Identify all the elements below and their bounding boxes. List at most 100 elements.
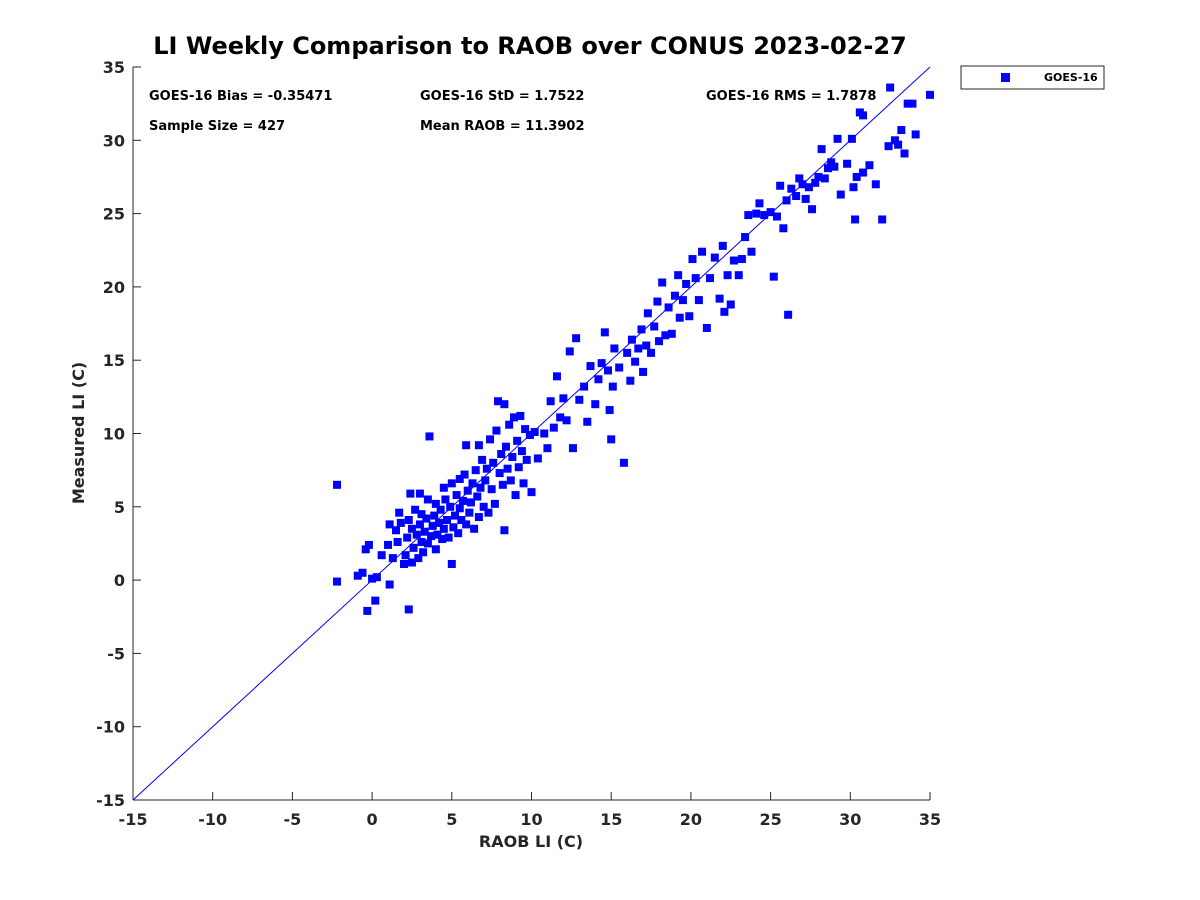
y-tick-label: 30 bbox=[103, 131, 125, 150]
data-point bbox=[439, 524, 448, 533]
data-point bbox=[423, 495, 432, 504]
data-point bbox=[395, 508, 404, 517]
data-point bbox=[804, 183, 813, 192]
data-point bbox=[438, 535, 447, 544]
data-point bbox=[878, 215, 887, 224]
data-point bbox=[605, 406, 614, 415]
data-point bbox=[655, 337, 664, 346]
data-point bbox=[514, 463, 523, 472]
data-point bbox=[371, 596, 380, 605]
data-point bbox=[795, 174, 804, 183]
data-point bbox=[811, 178, 820, 187]
data-point bbox=[610, 344, 619, 353]
data-point bbox=[820, 174, 829, 183]
data-point bbox=[823, 164, 832, 173]
y-tick-label: -10 bbox=[96, 718, 125, 737]
x-tick-label: 5 bbox=[446, 810, 457, 829]
data-point bbox=[926, 90, 934, 99]
chart-title: LI Weekly Comparison to RAOB over CONUS … bbox=[153, 32, 906, 60]
data-point bbox=[760, 211, 769, 220]
data-point bbox=[385, 520, 394, 529]
data-point bbox=[568, 444, 577, 453]
data-point bbox=[619, 458, 628, 467]
data-point bbox=[479, 502, 488, 511]
data-point bbox=[486, 435, 495, 444]
data-point bbox=[519, 479, 528, 488]
data-point bbox=[755, 199, 764, 208]
data-point bbox=[851, 215, 860, 224]
data-point bbox=[843, 159, 852, 168]
data-point bbox=[454, 529, 463, 538]
data-point bbox=[364, 540, 373, 549]
x-tick-label: -5 bbox=[284, 810, 302, 829]
x-axis-ticks: -15 -10 -5 0 5 10 15 20 25 30 35 bbox=[119, 792, 941, 829]
data-point bbox=[506, 476, 515, 485]
data-point bbox=[607, 435, 616, 444]
data-point bbox=[565, 347, 574, 356]
data-point bbox=[447, 559, 456, 568]
data-point bbox=[446, 502, 455, 511]
data-point bbox=[830, 162, 839, 171]
data-point bbox=[476, 483, 485, 492]
data-point bbox=[911, 130, 920, 139]
data-point bbox=[718, 241, 727, 250]
data-point bbox=[639, 367, 648, 376]
data-point bbox=[392, 526, 401, 535]
x-tick-label: 15 bbox=[600, 810, 622, 829]
data-point bbox=[516, 411, 525, 420]
y-tick-label: 0 bbox=[114, 571, 125, 590]
data-point bbox=[543, 444, 552, 453]
data-point bbox=[388, 554, 397, 563]
data-point bbox=[457, 515, 466, 524]
data-point bbox=[455, 474, 464, 483]
data-point bbox=[372, 573, 381, 582]
data-point bbox=[431, 545, 440, 554]
data-point bbox=[741, 233, 750, 242]
data-point bbox=[752, 209, 761, 218]
data-point bbox=[643, 309, 652, 318]
data-point bbox=[556, 413, 565, 422]
data-point bbox=[482, 464, 491, 473]
data-point bbox=[626, 376, 635, 385]
data-point bbox=[404, 515, 413, 524]
data-point bbox=[865, 161, 874, 170]
data-point bbox=[682, 279, 691, 288]
data-point bbox=[634, 344, 643, 353]
data-point bbox=[500, 400, 509, 409]
data-point bbox=[509, 413, 518, 422]
data-point bbox=[470, 524, 479, 533]
data-point bbox=[702, 323, 711, 332]
data-point bbox=[414, 554, 423, 563]
data-point bbox=[833, 134, 842, 143]
data-point bbox=[396, 518, 405, 527]
data-point bbox=[886, 83, 895, 92]
data-point bbox=[631, 357, 640, 366]
data-point bbox=[670, 291, 679, 300]
x-tick-label: 35 bbox=[919, 810, 941, 829]
data-point bbox=[368, 574, 377, 583]
data-point bbox=[363, 606, 372, 615]
data-point bbox=[562, 416, 571, 425]
data-point bbox=[500, 526, 509, 535]
data-point bbox=[637, 325, 646, 334]
data-point bbox=[399, 559, 408, 568]
data-point bbox=[411, 505, 420, 514]
data-point bbox=[615, 363, 624, 372]
data-point bbox=[393, 537, 402, 546]
data-point bbox=[723, 271, 732, 280]
data-point bbox=[903, 99, 912, 108]
data-point bbox=[627, 335, 636, 344]
data-point bbox=[401, 551, 410, 560]
data-point bbox=[474, 441, 483, 450]
data-point bbox=[766, 208, 775, 217]
data-point bbox=[463, 486, 472, 495]
data-point bbox=[884, 142, 893, 151]
data-point bbox=[580, 382, 589, 391]
data-point bbox=[787, 184, 796, 193]
data-point bbox=[540, 429, 549, 438]
data-point bbox=[449, 523, 458, 532]
data-point bbox=[503, 464, 512, 473]
data-point bbox=[435, 518, 444, 527]
data-point bbox=[726, 300, 735, 309]
data-point bbox=[452, 491, 461, 500]
